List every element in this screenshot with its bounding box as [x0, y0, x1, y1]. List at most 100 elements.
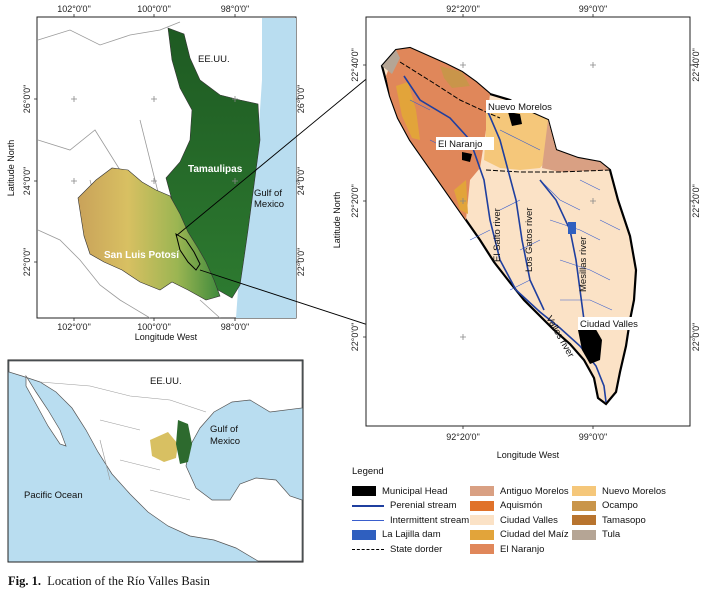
municipal-head-el-naranjo [462, 152, 472, 162]
legend-swatch [352, 519, 384, 521]
basin-bottom-tick: 99°0'0" [579, 432, 608, 442]
basin-label-los-gatos: Los Gatos river [524, 208, 535, 272]
legend-item: Nuevo Morelos [572, 484, 666, 498]
main-label-usa: EE.UU. [198, 54, 230, 65]
main-left-tick: 22°0'0" [22, 248, 32, 277]
connector-line-top [175, 65, 383, 237]
inset-label-gulf-2: Mexico [210, 436, 240, 447]
legend-swatch [352, 504, 384, 507]
legend-swatch [470, 515, 494, 525]
legend-swatch [470, 500, 494, 511]
intermittent-streams [409, 99, 621, 311]
legend-swatch [572, 486, 596, 496]
legend-item: Tula [572, 528, 620, 542]
main-left-tick: 24°0'0" [22, 167, 32, 196]
legend-swatch [470, 486, 494, 496]
basin-antiguo-morelos [542, 120, 610, 172]
basin-ocampo [440, 66, 470, 88]
legend-swatch [572, 529, 596, 540]
main-map-grid [71, 96, 238, 184]
legend-swatch [572, 500, 596, 511]
basin-nuevo-morelos [484, 100, 556, 170]
main-left-tick: 26°0'0" [22, 85, 32, 114]
basin-label-el-salto: El Salto river [492, 208, 503, 262]
basin-ylabel: Latitude North [332, 192, 342, 249]
legend-item: La Lajilla dam [352, 528, 441, 542]
main-top-tick: 102°0'0" [57, 4, 91, 14]
basin-left-tick: 22°40'0" [350, 48, 360, 82]
basin-label-mesillas: Mesillas river [578, 237, 589, 292]
inset-label-usa: EE.UU. [150, 376, 182, 387]
basin-ciudad-del-maiz-south [454, 180, 468, 214]
basin-state-border [399, 61, 611, 173]
basin-label-ciudad-valles: Ciudad Valles [580, 319, 638, 330]
la-lajilla-dam [568, 222, 576, 234]
legend-label: Tula [602, 529, 621, 540]
legend-swatch [352, 529, 376, 540]
main-bottom-tick: 100°0'0" [137, 322, 171, 332]
caption-prefix: Fig. 1. [8, 574, 41, 588]
main-ylabel: Latitude North [6, 140, 16, 197]
basin-top-tick: 99°0'0" [579, 4, 608, 14]
inset-slp [150, 432, 178, 462]
legend-item: Ocampo [572, 499, 638, 513]
legend-label: Municipal Head [382, 485, 448, 497]
inset-borders [39, 381, 207, 501]
main-map: 102°0'0" 100°0'0" 98°0'0" 102°0'0" 100°0… [6, 4, 306, 342]
inset-baja [25, 374, 67, 447]
basin-map: 92°20'0" 99°0'0" 92°20'0" 99°0'0" 22°40'… [332, 4, 701, 460]
basin-ciudad-del-maiz [396, 82, 420, 140]
legend-item: Intermittent stream [352, 513, 469, 527]
basin-bottom-tick: 92°20'0" [446, 432, 480, 442]
legend-item: Municipal Head [352, 484, 447, 498]
basin-outline-small [175, 232, 201, 271]
main-label-tamaulipas: Tamaulipas [188, 164, 243, 175]
main-right-tick: 26°0'0" [296, 85, 306, 114]
label-box [436, 137, 494, 150]
main-bottom-tick: 102°0'0" [57, 322, 91, 332]
basin-xlabel: Longitude West [497, 450, 560, 460]
basin-left-tick: 22°0'0" [350, 323, 360, 352]
legend-title: Legend [352, 466, 384, 477]
figure-caption: Fig. 1. Location of the Río Valles Basin [8, 574, 210, 589]
inset-label-gulf-1: Gulf of [210, 424, 238, 435]
main-label-gulf-1: Gulf of [254, 188, 282, 199]
gulf-water [236, 18, 296, 318]
basin-right-tick: 22°40'0" [691, 48, 701, 82]
basin-el-naranjo [386, 48, 490, 220]
legend-label: State dorder [390, 543, 443, 555]
main-top-tick: 100°0'0" [137, 4, 171, 14]
main-label-gulf-2: Mexico [254, 199, 284, 210]
legend-item: Ciudad Valles [470, 513, 558, 527]
label-box [578, 317, 650, 330]
basin-left-tick: 22°20'0" [350, 184, 360, 218]
legend-label: El Naranjo [500, 543, 545, 555]
legend-label: Antiguo Morelos [500, 485, 569, 497]
legend-label: Ciudad del Maíz [500, 529, 569, 540]
basin-label-nuevo-morelos: Nuevo Morelos [488, 102, 552, 113]
main-right-tick: 24°0'0" [296, 167, 306, 196]
legend-label: Ciudad Valles [500, 514, 558, 526]
caption-text: Location of the Río Valles Basin [47, 574, 210, 588]
basin-map-grid [460, 62, 596, 340]
legend-swatch [470, 529, 494, 540]
main-label-slp: San Luis Potosí [104, 250, 180, 261]
legend-label: La Lajilla dam [382, 529, 441, 540]
legend-label: Nuevo Morelos [602, 485, 666, 497]
legend-item: Perenial stream [352, 499, 457, 513]
legend-label: Ocampo [602, 500, 638, 511]
municipal-head-ciudad-valles [578, 326, 602, 364]
legend-item: Ciudad del Maíz [470, 528, 569, 542]
legend-swatch [352, 548, 384, 550]
legend-label: Intermittent stream [390, 514, 470, 526]
inset-map: EE.UU. Gulf of Mexico Pacific Ocean [7, 359, 304, 563]
legend-swatch [572, 515, 596, 525]
tamaulipas-region [165, 27, 261, 299]
legend-label: Perenial stream [390, 500, 457, 511]
main-bottom-tick: 98°0'0" [221, 322, 250, 332]
municipal-head-nuevo-morelos [508, 112, 522, 126]
basin-top-tick: 92°20'0" [446, 4, 480, 14]
basin-right-tick: 22°20'0" [691, 184, 701, 218]
legend-label: Aquismón [500, 500, 543, 511]
